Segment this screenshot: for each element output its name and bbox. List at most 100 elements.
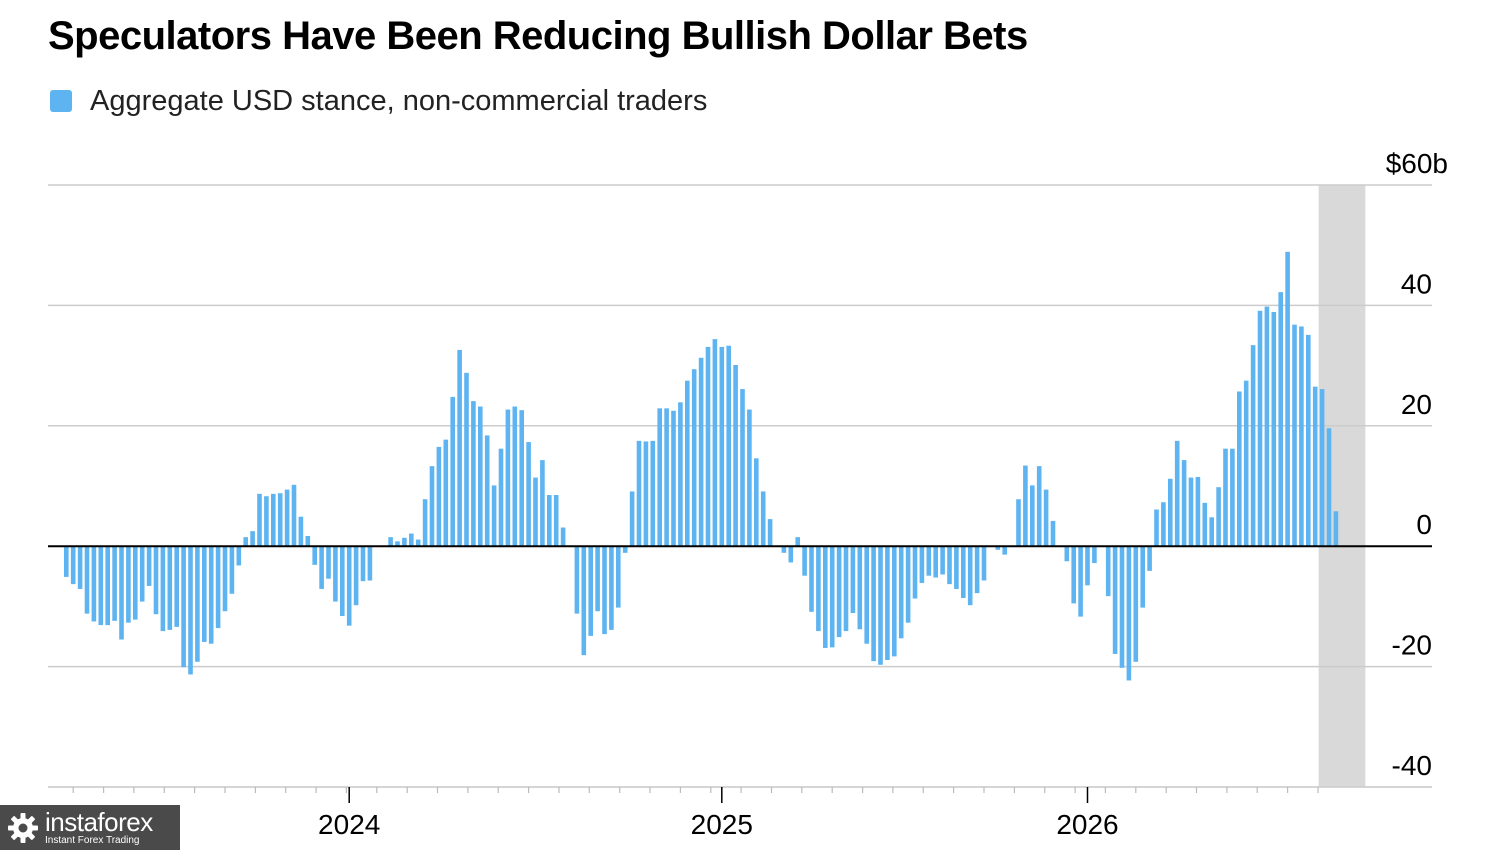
bar: [1312, 386, 1318, 547]
bar: [146, 546, 152, 586]
bar: [912, 546, 918, 599]
bar: [271, 493, 276, 547]
bar: [553, 495, 559, 547]
bar: [671, 410, 676, 547]
bar: [202, 546, 207, 642]
watermark-brand: instaforex: [45, 807, 153, 837]
bar: [1243, 380, 1249, 547]
bar: [208, 546, 214, 644]
bar: [933, 546, 938, 578]
bar: [664, 408, 669, 547]
bar: [526, 442, 531, 547]
bar-series: [64, 251, 1339, 681]
bar: [795, 537, 800, 547]
bar: [457, 349, 462, 547]
bar: [802, 546, 807, 576]
bar: [443, 439, 449, 547]
bar: [1250, 345, 1256, 547]
watermark-logo: instaforex Instant Forex Trading: [0, 805, 180, 850]
bar: [961, 546, 966, 598]
bar: [581, 546, 587, 656]
bar: [298, 516, 304, 547]
bar: [284, 489, 290, 547]
bar: [629, 491, 635, 547]
bar: [1092, 546, 1097, 564]
bar: [1209, 517, 1214, 547]
bar: [574, 546, 580, 614]
bar: [947, 546, 952, 585]
bar: [1188, 477, 1194, 547]
bar: [829, 546, 835, 648]
bar: [250, 531, 255, 547]
bar: [77, 546, 83, 589]
bar: [1105, 546, 1111, 597]
bar: [836, 546, 842, 638]
bar: [560, 527, 566, 547]
bar: [1016, 499, 1021, 547]
bar: [1299, 326, 1304, 547]
bar: [436, 446, 442, 547]
bar: [243, 537, 248, 547]
bar: [422, 499, 428, 547]
bar: [678, 402, 683, 547]
bar: [650, 440, 656, 547]
bar: [1050, 520, 1056, 547]
bar: [698, 357, 704, 547]
bar: [740, 389, 745, 547]
bar: [843, 546, 849, 632]
y-tick-label: -20: [1392, 630, 1432, 661]
bar: [588, 546, 593, 636]
bar: [533, 477, 538, 547]
bar: [153, 546, 159, 615]
bar: [64, 546, 69, 577]
bar: [491, 485, 497, 547]
bar: [360, 546, 366, 582]
bar: [1326, 428, 1332, 547]
bar: [326, 546, 331, 579]
bar: [519, 410, 524, 547]
bar: [229, 546, 235, 594]
bar: [119, 546, 124, 640]
bar: [995, 546, 1001, 550]
bar: [1181, 460, 1187, 547]
watermark-tagline: Instant Forex Trading: [45, 835, 140, 846]
bar: [1126, 546, 1132, 681]
bar: [1230, 448, 1235, 547]
bar: [222, 546, 228, 612]
bar: [70, 546, 76, 585]
bar: [1333, 511, 1339, 547]
legend-swatch: [50, 90, 72, 112]
bar: [1043, 489, 1049, 547]
bar: [498, 448, 504, 547]
bar: [1319, 389, 1325, 547]
bar: [257, 493, 262, 547]
bar: [816, 546, 821, 632]
bar: [1161, 502, 1166, 547]
bar: [333, 546, 338, 602]
bar: [188, 546, 193, 675]
x-axis: 2024 2025 2026: [48, 786, 1432, 840]
bar: [236, 546, 242, 566]
bar: [1264, 306, 1270, 547]
bar: [346, 546, 352, 626]
bar: [609, 546, 614, 630]
y-tick-label: 20: [1401, 389, 1432, 420]
bar: [195, 546, 200, 662]
y-tick-label: -40: [1392, 750, 1432, 781]
bar: [685, 380, 690, 547]
bar: [1306, 334, 1311, 547]
bar: [1085, 546, 1090, 586]
bar: [1278, 292, 1283, 547]
y-tick-label: $60b: [1386, 148, 1448, 179]
bar: [1257, 310, 1263, 547]
bar: [1271, 312, 1277, 547]
bar: [1216, 487, 1221, 547]
chart-title: Speculators Have Been Reducing Bullish D…: [48, 14, 1028, 58]
bar: [1023, 465, 1028, 547]
bar: [1030, 485, 1035, 547]
bar: [767, 519, 773, 547]
bar: [291, 484, 297, 547]
x-tick-label: 2024: [318, 809, 380, 840]
bar: [726, 345, 731, 547]
bar: [388, 537, 393, 547]
